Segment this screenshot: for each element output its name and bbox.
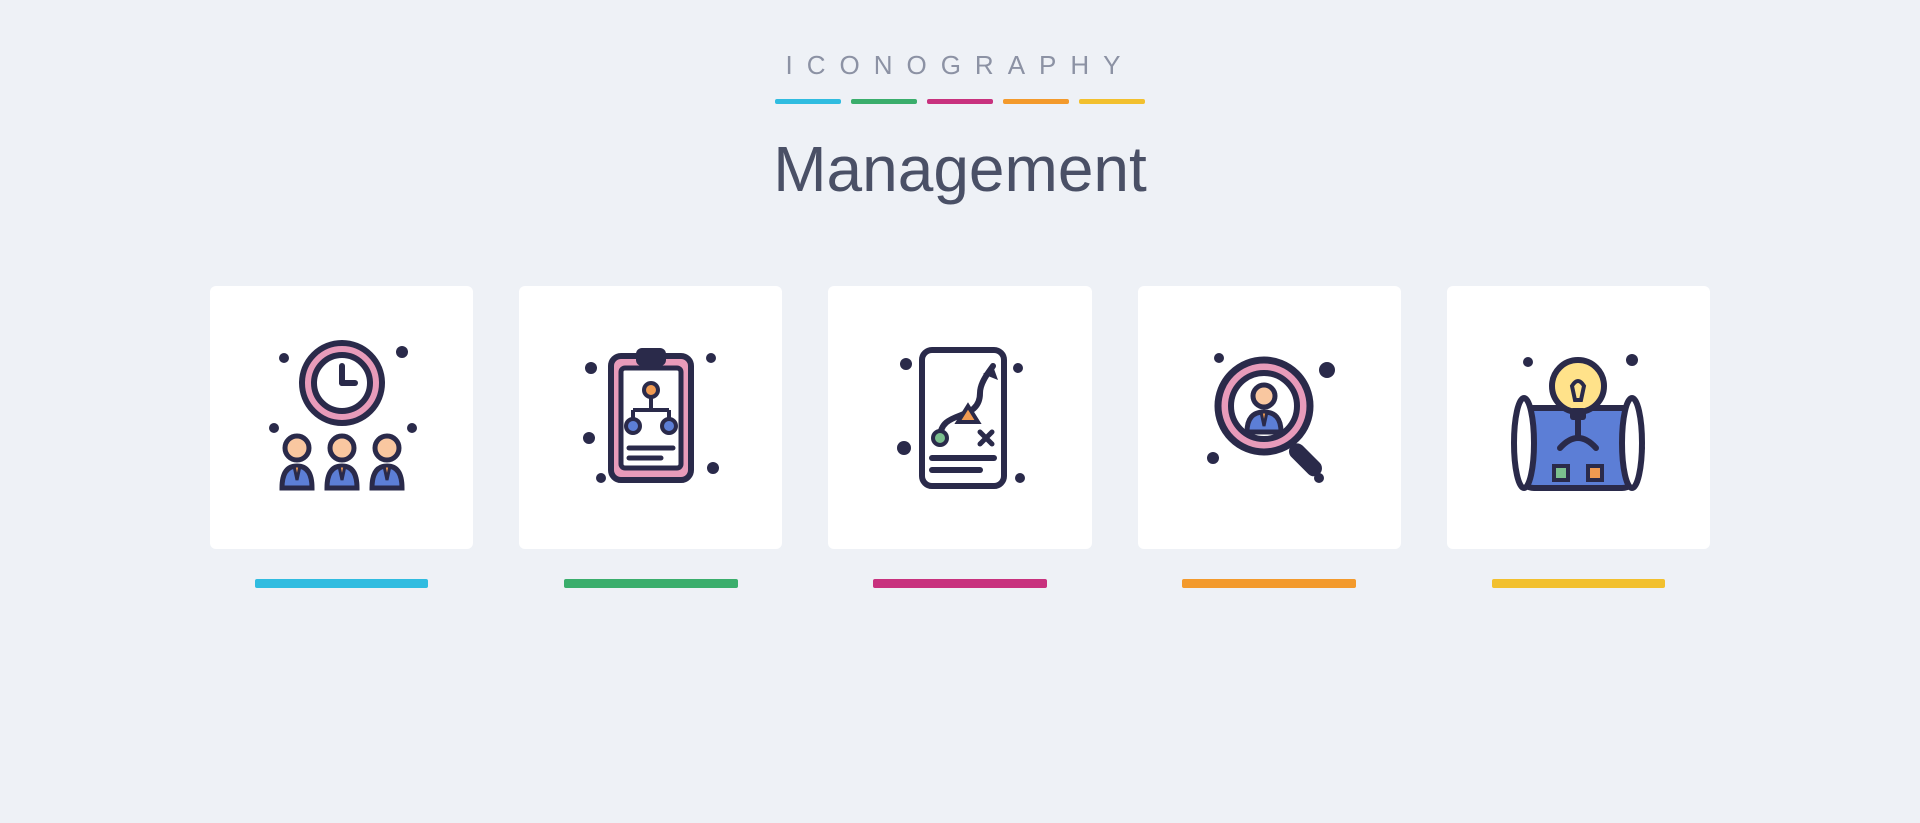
accent-bar [1492,579,1666,588]
blueprint-idea-icon [1488,328,1668,508]
icon-card [1138,286,1401,588]
icon-card [519,286,782,588]
icon-tile [1138,286,1401,549]
icon-tile [210,286,473,549]
icon-card [828,286,1091,588]
accent-swatch-4 [1003,99,1069,104]
icon-tile [519,286,782,549]
header: ICONOGRAPHY Management [200,50,1720,206]
clipboard-org-icon [561,328,741,508]
accent-swatch-5 [1079,99,1145,104]
icon-tile [828,286,1091,549]
accent-bar [564,579,738,588]
accent-swatch-3 [927,99,993,104]
accent-underline [200,99,1720,104]
accent-bar [873,579,1047,588]
page: ICONOGRAPHY Management [0,0,1920,823]
icon-card [1447,286,1710,588]
strategy-doc-icon [870,328,1050,508]
time-team-icon [252,328,432,508]
search-person-icon [1179,328,1359,508]
page-title: Management [200,132,1720,206]
accent-bar [1182,579,1356,588]
accent-swatch-2 [851,99,917,104]
icon-grid [200,286,1720,588]
accent-bar [255,579,429,588]
icon-card [210,286,473,588]
icon-tile [1447,286,1710,549]
accent-swatch-1 [775,99,841,104]
eyebrow-text: ICONOGRAPHY [200,50,1720,81]
